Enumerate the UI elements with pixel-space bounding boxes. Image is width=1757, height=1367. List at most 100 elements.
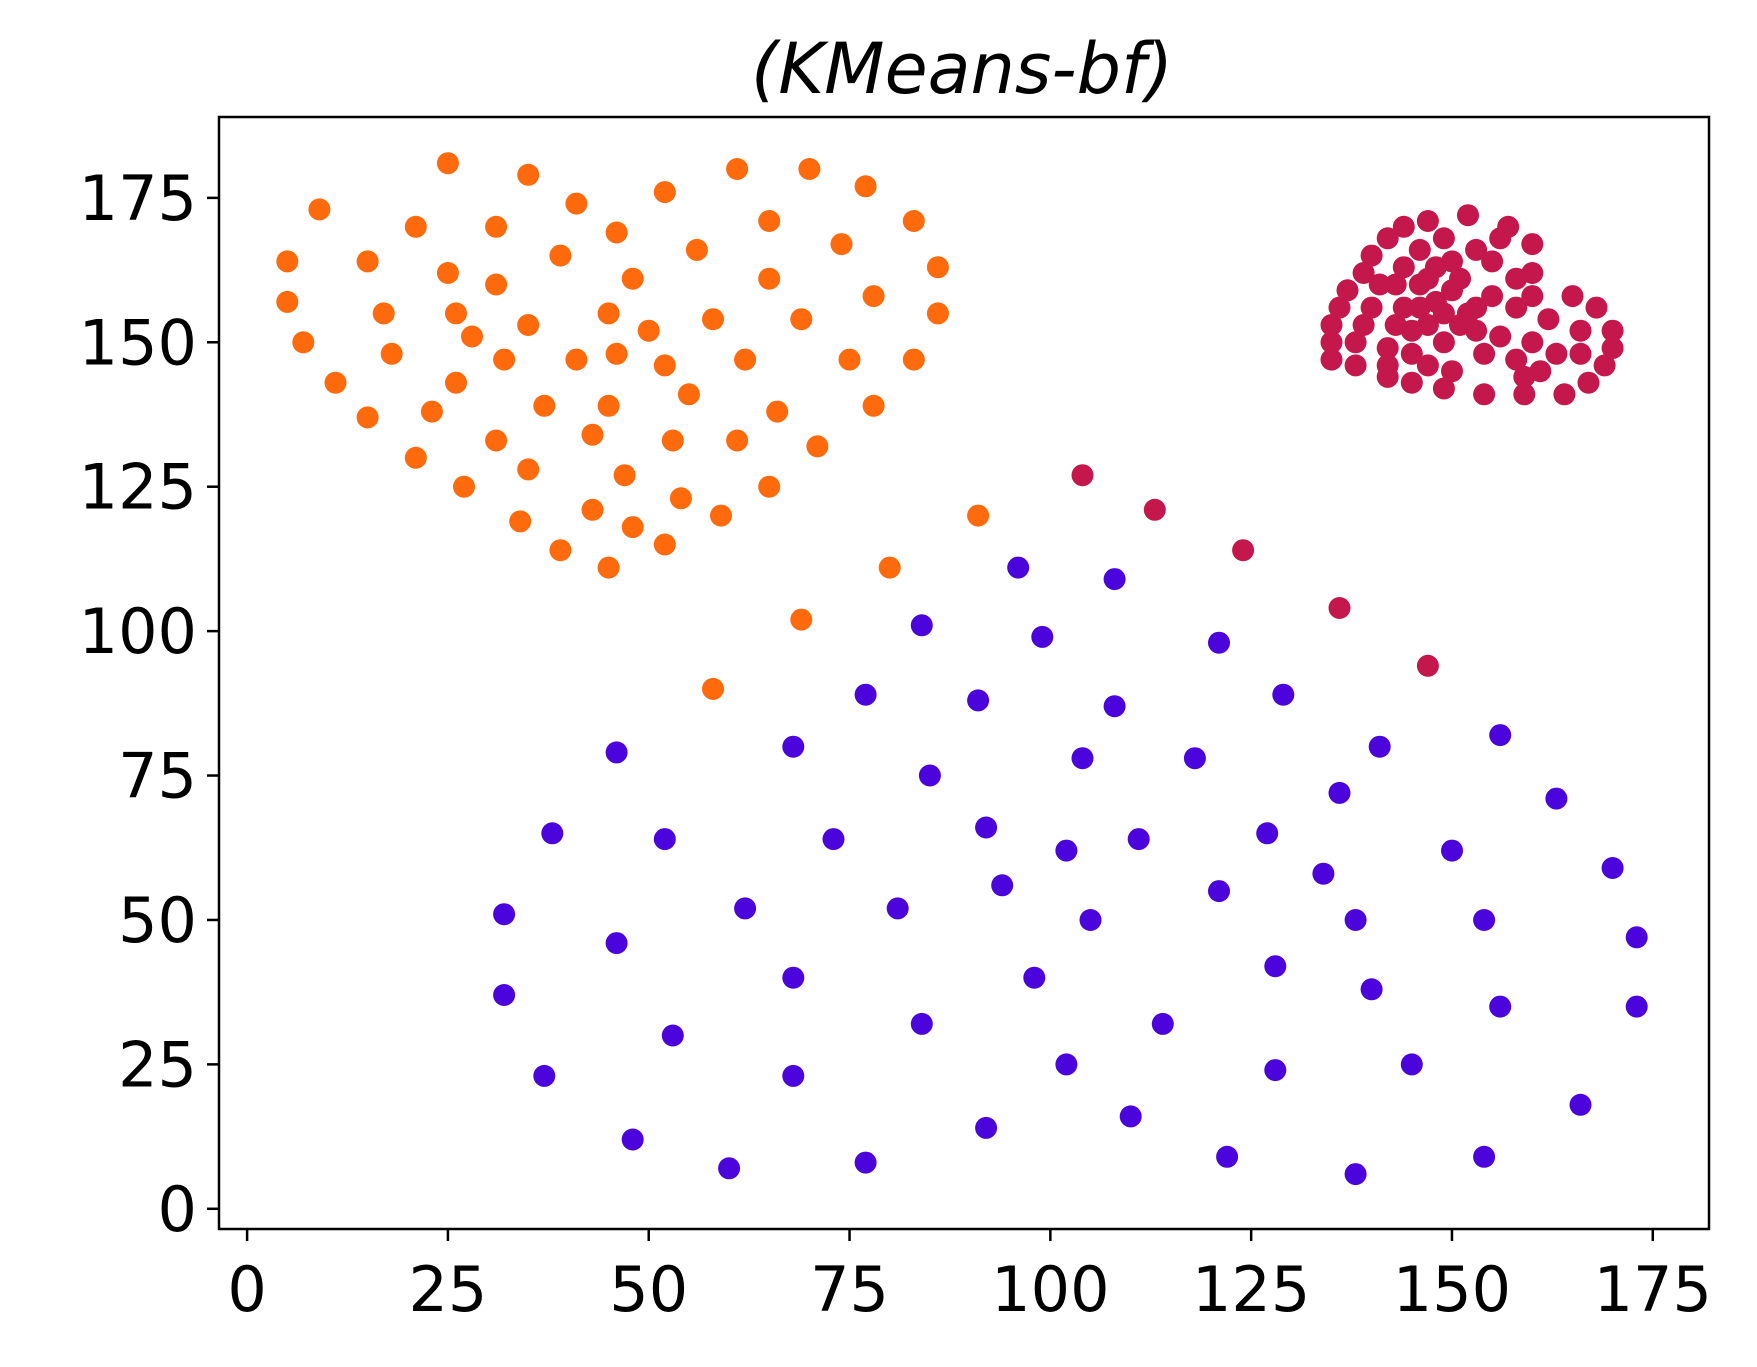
y-tick-label: 75: [118, 740, 197, 813]
data-point: [1481, 250, 1504, 273]
data-point: [605, 342, 628, 365]
data-point: [1344, 1163, 1367, 1186]
data-point: [1336, 279, 1359, 302]
data-point: [1376, 227, 1399, 250]
data-point: [1577, 371, 1600, 394]
data-point: [276, 290, 299, 313]
data-point: [1569, 319, 1592, 342]
data-point: [702, 677, 724, 700]
series-2: [493, 556, 1648, 1186]
data-point: [1328, 597, 1351, 619]
data-point: [485, 215, 508, 238]
data-point: [1328, 781, 1351, 804]
data-point: [605, 932, 628, 955]
data-point: [1183, 747, 1206, 770]
data-point: [372, 302, 395, 325]
data-point: [453, 475, 475, 498]
data-point: [1585, 296, 1608, 319]
data-point: [1368, 735, 1391, 758]
data-point: [1441, 360, 1463, 383]
data-point: [1489, 325, 1512, 348]
data-point: [1208, 880, 1230, 903]
data-point: [1384, 273, 1407, 296]
data-point: [806, 435, 829, 458]
data-point: [1344, 354, 1367, 377]
data-point: [975, 1116, 998, 1139]
data-point: [926, 256, 949, 279]
y-tick-label: 25: [118, 1028, 197, 1101]
data-point: [1127, 828, 1150, 851]
data-point: [1392, 256, 1415, 279]
data-point: [1432, 331, 1455, 354]
data-point: [790, 608, 813, 631]
data-point: [726, 158, 749, 180]
data-point: [1449, 267, 1471, 290]
data-point: [581, 423, 604, 446]
data-point: [1441, 250, 1463, 273]
data-point: [1376, 337, 1399, 360]
data-point: [661, 429, 684, 452]
data-point: [798, 158, 821, 180]
data-point: [549, 244, 572, 267]
data-point: [1023, 966, 1046, 989]
data-point: [1007, 556, 1030, 579]
data-point: [1103, 568, 1126, 591]
data-point: [758, 210, 781, 232]
data-point: [517, 314, 540, 336]
data-point: [1376, 354, 1399, 377]
data-point: [854, 1151, 877, 1174]
data-point: [621, 1128, 644, 1151]
data-point: [533, 1064, 556, 1087]
data-point: [653, 181, 676, 204]
data-point: [710, 504, 732, 527]
data-point: [597, 394, 620, 417]
data-point: [1593, 354, 1616, 377]
data-point: [1545, 342, 1568, 365]
series-1: [1071, 204, 1624, 677]
data-point: [356, 406, 379, 429]
chart-title: (KMeans-bf): [751, 28, 1173, 110]
data-point: [1392, 296, 1415, 319]
data-point: [1553, 383, 1576, 406]
data-point: [493, 903, 516, 926]
x-tick-label: 0: [227, 1253, 266, 1326]
data-point: [404, 446, 427, 469]
x-tick-label: 175: [1594, 1253, 1712, 1326]
data-point: [910, 1012, 933, 1035]
data-point: [356, 250, 379, 273]
data-point: [1119, 1105, 1142, 1128]
data-point: [613, 464, 636, 487]
data-point: [1328, 296, 1351, 319]
data-point: [605, 741, 628, 764]
data-point: [1441, 839, 1463, 862]
data-point: [1513, 383, 1536, 406]
data-point: [1216, 1145, 1239, 1168]
data-point: [661, 1024, 684, 1047]
data-point: [541, 822, 564, 845]
data-point: [734, 897, 757, 920]
data-point: [758, 475, 781, 498]
data-point: [838, 348, 861, 371]
data-point: [975, 816, 998, 839]
data-point: [669, 487, 692, 510]
data-point: [1537, 308, 1560, 331]
data-point: [493, 984, 516, 1006]
data-point: [1521, 262, 1544, 284]
data-point: [1103, 695, 1126, 718]
data-point: [862, 394, 885, 417]
data-point: [1505, 348, 1528, 371]
data-point: [1521, 233, 1544, 256]
data-point: [1521, 285, 1544, 308]
data-point: [782, 1064, 805, 1087]
data-point: [886, 897, 909, 920]
data-point: [758, 267, 781, 290]
data-point: [1561, 285, 1584, 308]
data-point: [1352, 262, 1375, 284]
x-tick-label: 50: [609, 1253, 688, 1326]
data-point: [1529, 360, 1552, 383]
data-point: [549, 539, 572, 562]
data-point: [726, 429, 749, 452]
data-point: [1489, 724, 1512, 747]
data-point: [910, 614, 933, 637]
